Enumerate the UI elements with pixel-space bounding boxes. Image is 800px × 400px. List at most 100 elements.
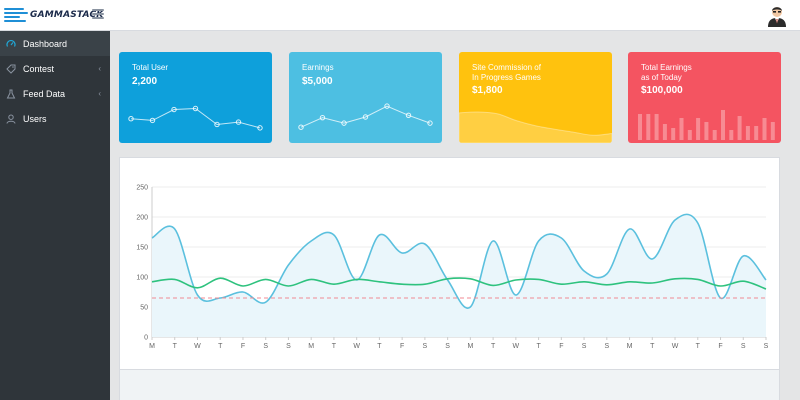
x-tick-label: S	[604, 343, 609, 350]
x-tick-label: S	[445, 343, 450, 350]
tag-icon	[6, 64, 16, 74]
sidebar-item-users[interactable]: Users	[0, 106, 110, 131]
total-user-card[interactable]: Total User 2,200	[119, 52, 272, 143]
sparkline-bar	[721, 110, 725, 140]
x-tick-label: M	[467, 343, 473, 350]
x-tick-label: F	[400, 343, 404, 350]
user-icon	[6, 114, 16, 124]
series-line-0	[151, 213, 767, 309]
sparkline-point	[405, 112, 412, 118]
sparkline-bar	[729, 130, 734, 140]
x-tick-label: S	[286, 343, 291, 350]
y-tick-label: 50	[140, 305, 148, 312]
chevron-left-icon: ‹	[98, 89, 101, 98]
sparkline-bar	[662, 124, 667, 140]
sidebar-item-dashboard[interactable]: Dashboard	[0, 31, 110, 56]
x-tick-label: S	[423, 343, 428, 350]
series-area-0	[152, 214, 766, 337]
card-title: Total Earnings as of Today	[641, 63, 692, 83]
card-title-line: In Progress Games	[472, 73, 541, 82]
sparkline-bar	[770, 122, 775, 140]
top-navbar: GAMMASTACK	[0, 0, 800, 31]
sparkline-bar	[712, 130, 717, 140]
sidebar-item-feed-data[interactable]: Feed Data ‹	[0, 81, 110, 106]
x-tick-label: M	[308, 343, 314, 350]
sparkline-bar	[762, 118, 767, 140]
x-tick-label: F	[559, 343, 563, 350]
sparkline-point	[214, 121, 220, 128]
flask-icon	[6, 89, 16, 99]
avatar[interactable]	[766, 3, 788, 27]
card-value: $1,800	[472, 85, 503, 96]
sparkline-point	[384, 103, 390, 109]
site-commission-card[interactable]: Site Commission of In Progress Games $1,…	[459, 52, 612, 143]
x-tick-label: T	[377, 343, 382, 350]
sparkline-bar	[687, 130, 692, 140]
sidebar-item-contest[interactable]: Contest ‹	[0, 56, 110, 81]
sparkline-bar	[737, 116, 742, 140]
total-user-sparkline	[128, 105, 263, 131]
sidebar-item-label: Users	[23, 113, 47, 124]
sparkline-point	[235, 119, 242, 125]
card-title-line: Total Earnings	[641, 63, 692, 72]
x-tick-label: W	[672, 343, 679, 350]
x-tick-label: T	[696, 343, 701, 350]
sparkline-point	[298, 124, 304, 130]
x-tick-label: S	[263, 343, 268, 350]
menu-toggle-icon[interactable]	[92, 9, 104, 19]
y-tick-label: 100	[136, 275, 148, 282]
card-value: $5,000	[302, 76, 333, 87]
sparkline-point	[192, 105, 199, 112]
sparkline-bar	[679, 118, 684, 140]
earnings-sparkline	[298, 103, 433, 130]
gauge-icon	[6, 39, 16, 49]
chevron-left-icon: ‹	[98, 64, 101, 73]
x-tick-label: W	[194, 343, 201, 350]
chart-panel-footer	[119, 370, 780, 400]
sparkline-point	[128, 116, 134, 122]
x-tick-label: S	[582, 343, 587, 350]
x-tick-label: T	[536, 343, 541, 350]
x-tick-label: W	[353, 343, 360, 350]
total-earnings-card[interactable]: Total Earnings as of Today $100,000	[628, 52, 781, 143]
x-tick-label: W	[513, 343, 520, 350]
sparkline-point	[319, 114, 326, 121]
total-earnings-sparkline	[638, 110, 775, 140]
brand-name: GAMMASTACK	[30, 10, 104, 20]
card-title-line: as of Today	[641, 73, 682, 82]
x-tick-label: F	[241, 343, 245, 350]
x-tick-label: S	[741, 343, 746, 350]
x-tick-label: T	[650, 343, 655, 350]
sparkline-bar	[745, 126, 750, 140]
sparkline-bar	[704, 122, 709, 140]
traffic-chart-panel: 0 50 100 150 200 250 M T W T F S S M T W T F S S M T W T F S S M T W T…	[119, 157, 780, 370]
sparkline-bar	[671, 128, 676, 140]
x-tick-label: T	[491, 343, 496, 350]
brand-logo[interactable]: GAMMASTACK	[4, 6, 103, 24]
sidebar: Dashboard Contest ‹ Feed Data ‹ Users	[0, 31, 110, 400]
sidebar-item-label: Feed Data	[23, 88, 66, 99]
sparkline-point	[362, 114, 369, 120]
y-tick-label: 150	[136, 245, 148, 252]
y-tick-label: 250	[136, 185, 148, 192]
card-title: Total User	[132, 63, 169, 72]
x-tick-label: T	[332, 343, 337, 350]
y-tick-label: 0	[144, 335, 148, 342]
earnings-card[interactable]: Earnings $5,000	[289, 52, 442, 143]
x-tick-label: M	[149, 343, 155, 350]
card-title: Earnings	[302, 63, 334, 72]
brand-mark-icon	[4, 8, 28, 22]
card-title-line: Site Commission of	[472, 63, 541, 72]
x-tick-label: M	[627, 343, 633, 350]
user-avatar-icon	[768, 7, 786, 27]
sparkline-point	[427, 120, 433, 126]
sparkline-point	[149, 117, 156, 124]
card-value: $100,000	[641, 85, 683, 96]
sparkline-point	[341, 120, 347, 126]
x-tick-label: T	[173, 343, 178, 350]
card-title: Site Commission of In Progress Games	[472, 63, 541, 83]
sidebar-item-label: Dashboard	[23, 38, 68, 49]
y-tick-label: 200	[136, 215, 148, 222]
sparkline-point	[257, 125, 263, 131]
sparkline-bar	[754, 126, 759, 140]
